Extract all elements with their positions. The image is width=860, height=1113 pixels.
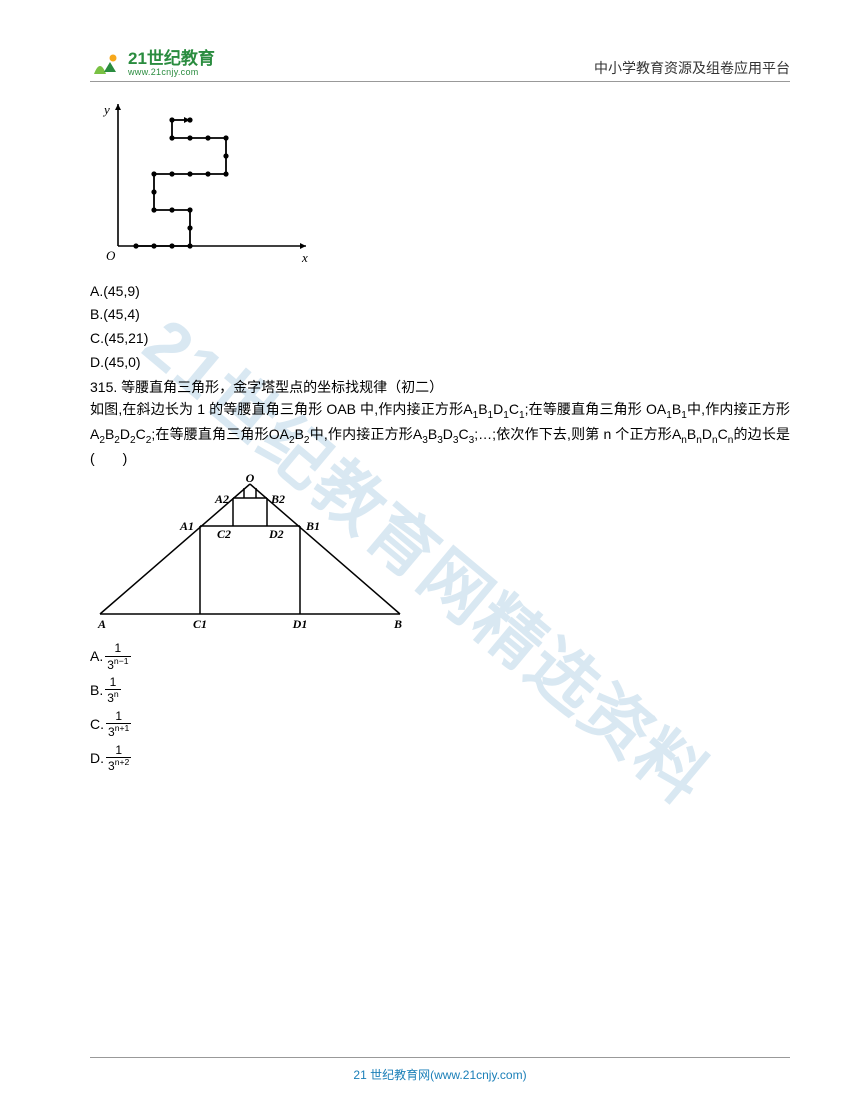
q315-paragraph: 如图,在斜边长为 1 的等腰直角三角形 OAB 中,作内接正方形A1B1D1C1… bbox=[90, 399, 790, 470]
opt-prefix: C. bbox=[90, 714, 104, 736]
logo-main-text: 21世纪教育 bbox=[128, 50, 215, 68]
sub: 3 bbox=[422, 434, 428, 445]
footer-text: 21 世纪教育网(www.21cnjy.com) bbox=[90, 1057, 790, 1083]
opt-prefix: D. bbox=[90, 748, 104, 770]
q315-option-a: A. 1 3n−1 bbox=[90, 642, 790, 672]
svg-text:x: x bbox=[301, 250, 308, 265]
numerator: 1 bbox=[105, 642, 130, 656]
q315-option-d: D. 1 3n+2 bbox=[90, 744, 790, 774]
den-base: 3 bbox=[108, 759, 115, 773]
fraction: 1 3n+2 bbox=[106, 744, 131, 774]
exp: n+1 bbox=[115, 723, 130, 733]
q315-text-a: 如图,在斜边长为 1 的等腰直角三角形 OAB 中,作内接正方形A bbox=[90, 401, 473, 417]
sub: 2 bbox=[99, 434, 105, 445]
sub: 2 bbox=[114, 434, 120, 445]
q315-text-b: ;在等腰直角三角形 OA bbox=[525, 401, 667, 417]
opt-prefix: A. bbox=[90, 646, 103, 668]
q315-text-f: ;…;依次作下去,则第 n 个正方形A bbox=[474, 426, 681, 442]
svg-text:C2: C2 bbox=[217, 527, 231, 541]
q315-option-b: B. 1 3n bbox=[90, 676, 790, 706]
svg-text:B2: B2 bbox=[270, 492, 285, 506]
sub: 2 bbox=[289, 434, 295, 445]
exp: n bbox=[114, 689, 119, 699]
q315-options: A. 1 3n−1 B. 1 3n C. 1 3n+1 bbox=[90, 642, 790, 774]
denominator: 3n bbox=[105, 690, 120, 706]
svg-text:O: O bbox=[246, 474, 255, 485]
den-base: 3 bbox=[107, 658, 114, 672]
sub: 3 bbox=[437, 434, 443, 445]
q315-title: 315. 等腰直角三角形，金字塔型点的坐标找规律（初二） bbox=[90, 377, 790, 399]
den-base: 3 bbox=[108, 725, 115, 739]
svg-text:y: y bbox=[102, 102, 110, 117]
denominator: 3n+1 bbox=[106, 724, 131, 740]
numerator: 1 bbox=[105, 676, 120, 690]
page-footer: 21 世纪教育网(www.21cnjy.com) bbox=[0, 1057, 860, 1083]
content-area: Ox y A.(45,9) B.(45,4) C.(45,21) D.(45,0)… bbox=[90, 100, 790, 774]
svg-text:B: B bbox=[393, 617, 402, 630]
figure-1: Ox y bbox=[90, 100, 790, 275]
q314-option-c: C.(45,21) bbox=[90, 328, 790, 350]
opt-prefix: B. bbox=[90, 680, 103, 702]
exp: n+2 bbox=[115, 757, 130, 767]
q315-text-d: ;在等腰直角三角形OA bbox=[151, 426, 289, 442]
coordinate-path-figure: Ox y bbox=[90, 100, 310, 268]
exp: n−1 bbox=[114, 656, 129, 666]
figure-2: A B O C1 D1 A1 B1 C2 D2 A2 B2 bbox=[90, 474, 790, 637]
svg-text:D1: D1 bbox=[292, 617, 308, 630]
sub: 1 bbox=[488, 410, 494, 421]
fraction: 1 3n−1 bbox=[105, 642, 130, 672]
q314-options: A.(45,9) B.(45,4) C.(45,21) D.(45,0) bbox=[90, 281, 790, 374]
svg-text:A2: A2 bbox=[214, 492, 229, 506]
svg-text:A1: A1 bbox=[179, 519, 194, 533]
q315-text-e: 中,作内接正方形A bbox=[310, 426, 423, 442]
logo-block: 21世纪教育 www.21cnjy.com bbox=[90, 50, 215, 78]
fraction: 1 3n bbox=[105, 676, 120, 706]
den-base: 3 bbox=[107, 691, 114, 705]
logo-text-block: 21世纪教育 www.21cnjy.com bbox=[128, 50, 215, 77]
fraction: 1 3n+1 bbox=[106, 710, 131, 740]
header-right-text: 中小学教育资源及组卷应用平台 bbox=[594, 58, 790, 78]
svg-text:B1: B1 bbox=[305, 519, 320, 533]
triangle-pyramid-figure: A B O C1 D1 A1 B1 C2 D2 A2 B2 bbox=[90, 474, 410, 630]
page-container: 21世纪教育 www.21cnjy.com 中小学教育资源及组卷应用平台 Ox y… bbox=[0, 0, 860, 818]
svg-text:O: O bbox=[106, 248, 116, 263]
sub: n bbox=[712, 434, 718, 445]
sub: 1 bbox=[473, 410, 479, 421]
svg-text:A: A bbox=[97, 617, 106, 630]
q314-option-b: B.(45,4) bbox=[90, 304, 790, 326]
sub: 3 bbox=[453, 434, 459, 445]
q314-option-a: A.(45,9) bbox=[90, 281, 790, 303]
numerator: 1 bbox=[106, 710, 131, 724]
q314-option-d: D.(45,0) bbox=[90, 352, 790, 374]
sub: 1 bbox=[503, 410, 509, 421]
sub: 1 bbox=[666, 410, 672, 421]
denominator: 3n+2 bbox=[106, 758, 131, 774]
svg-text:D2: D2 bbox=[268, 527, 284, 541]
svg-text:C1: C1 bbox=[193, 617, 207, 630]
numerator: 1 bbox=[106, 744, 131, 758]
sub: n bbox=[696, 434, 702, 445]
sub: 2 bbox=[130, 434, 136, 445]
q315-option-c: C. 1 3n+1 bbox=[90, 710, 790, 740]
logo-url-text: www.21cnjy.com bbox=[128, 68, 215, 77]
page-header: 21世纪教育 www.21cnjy.com 中小学教育资源及组卷应用平台 bbox=[90, 50, 790, 82]
logo-icon bbox=[90, 50, 124, 78]
denominator: 3n−1 bbox=[105, 657, 130, 673]
sub: n bbox=[681, 434, 687, 445]
